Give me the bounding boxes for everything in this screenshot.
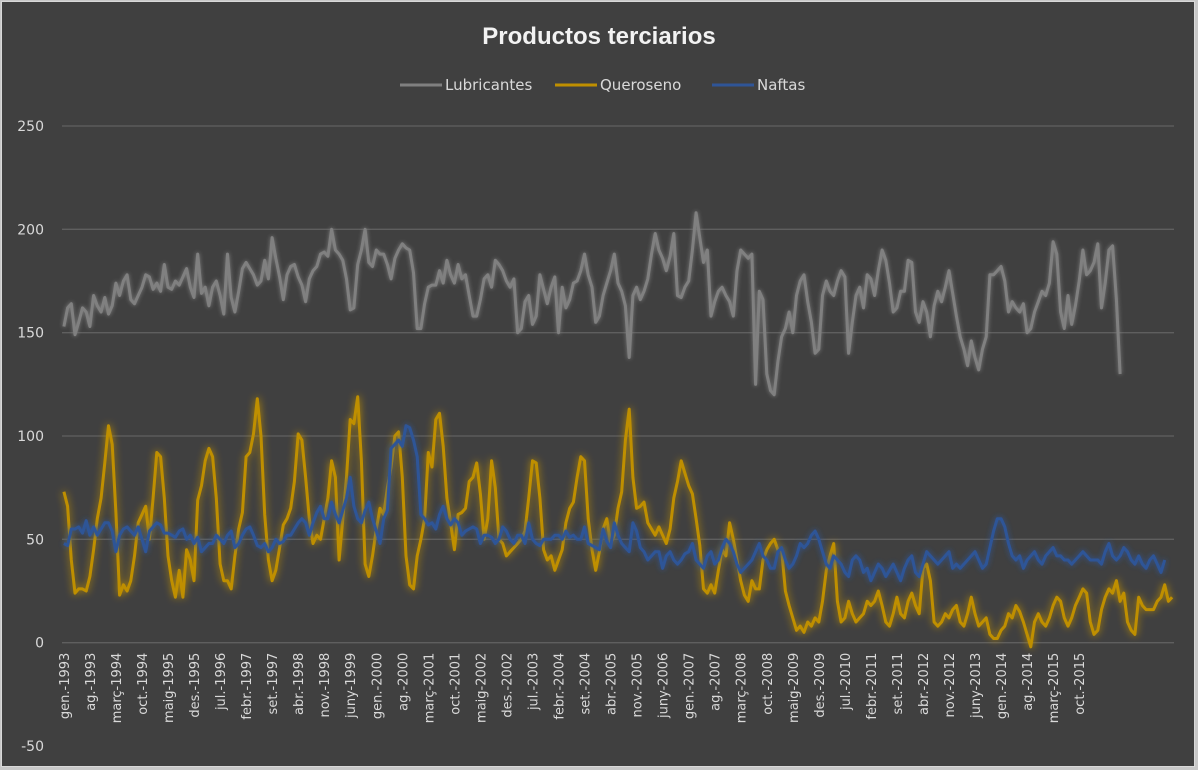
x-tick-label: març-2015 [1047, 653, 1062, 724]
chart-title: Productos terciarios [482, 23, 715, 50]
x-tick-label: març-2001 [422, 653, 437, 724]
x-tick-label: jul.-1996 [214, 653, 229, 711]
x-tick-label: nov.-2005 [631, 653, 646, 718]
x-tick-label: abr.-2012 [917, 653, 932, 715]
x-tick-label: nov.-2012 [943, 653, 958, 718]
x-tick-label: oct.-2001 [448, 653, 463, 715]
x-tick-label: ag.-1993 [84, 653, 99, 711]
y-tick-label: 100 [17, 429, 44, 445]
x-tick-label: oct.-2008 [761, 653, 776, 715]
y-tick-label: -50 [21, 739, 44, 755]
x-tick-label: oct.-1994 [136, 653, 151, 715]
x-tick-label: febr.-1997 [240, 653, 255, 720]
x-tick-label: febr.-2011 [865, 653, 880, 720]
x-axis: gen.-1993 ag.-1993 març-1994 oct.-1994 maig-… [58, 653, 1088, 724]
x-tick-label: ag.-2000 [396, 653, 411, 711]
x-tick-label: març-2008 [735, 653, 750, 724]
y-tick-label: 250 [17, 119, 44, 135]
x-tick-label: gen.-2000 [370, 653, 385, 719]
x-tick-label: març-1994 [110, 653, 125, 724]
x-tick-label: des.-1995 [188, 653, 203, 718]
gridlines [62, 125, 1174, 644]
series-line-naftas [63, 424, 1167, 583]
y-tick-label: 200 [17, 222, 44, 238]
x-tick-label: maig-2002 [474, 653, 489, 723]
x-tick-label: gen.-1993 [58, 653, 73, 719]
x-tick-label: set.-2004 [579, 653, 594, 715]
y-axis: -50 0 50 100 150 200 250 [17, 119, 44, 755]
x-tick-label: oct.-2015 [1073, 653, 1088, 715]
x-tick-label: ag.-2007 [709, 653, 724, 711]
x-tick-label: gen.-2007 [683, 653, 698, 719]
x-tick-label: abr.-2005 [605, 653, 620, 715]
x-tick-label: gen.-2014 [995, 653, 1010, 719]
x-tick-label: maig-2009 [787, 653, 802, 723]
x-tick-label: juny-2013 [969, 653, 984, 719]
series-line-lubricantes [62, 211, 1122, 397]
x-tick-label: ag.-2014 [1021, 653, 1036, 711]
x-tick-label: nov.-1998 [318, 653, 333, 718]
y-tick-label: 0 [35, 636, 44, 652]
legend-label[interactable]: Naftas [757, 76, 806, 94]
y-tick-label: 50 [26, 532, 44, 548]
legend-label[interactable]: Queroseno [600, 76, 681, 94]
x-tick-label: abr.-1998 [292, 653, 307, 715]
x-tick-label: maig-1995 [162, 653, 177, 723]
y-tick-label: 150 [17, 326, 44, 342]
legend: Lubricantes Queroseno Naftas [400, 76, 806, 94]
x-tick-label: des.-2009 [813, 653, 828, 718]
x-tick-label: set.-2011 [891, 653, 906, 715]
x-tick-label: jul.-2010 [839, 653, 854, 711]
x-tick-label: febr.-2004 [552, 653, 567, 720]
x-tick-label: juny-2006 [657, 653, 672, 719]
x-tick-label: jul.-2003 [526, 653, 541, 711]
x-tick-label: des.-2002 [500, 653, 515, 718]
x-tick-label: set.-1997 [266, 653, 281, 715]
series-line-queroseno [62, 395, 1174, 649]
legend-label[interactable]: Lubricantes [445, 76, 533, 94]
x-tick-label: juny-1999 [344, 653, 359, 719]
series-group [62, 211, 1174, 649]
